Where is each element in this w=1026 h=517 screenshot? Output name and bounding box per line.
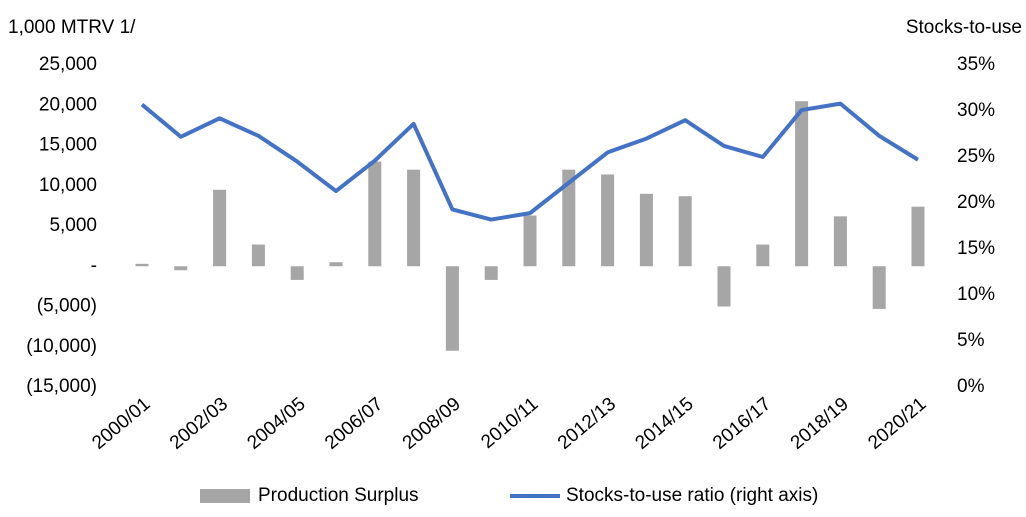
x-tick-label: 2002/03 <box>166 394 232 454</box>
bar <box>833 216 847 267</box>
y2-tick-label: 20% <box>957 192 995 213</box>
bar <box>251 244 265 267</box>
bar <box>523 215 537 267</box>
x-tick-label: 2014/15 <box>632 394 698 454</box>
bar <box>756 244 770 267</box>
y-tick-label: 25,000 <box>39 54 97 75</box>
x-tick-label: 2006/07 <box>321 394 387 454</box>
legend-swatch <box>200 489 250 503</box>
legend-label: Stocks-to-use ratio (right axis) <box>566 485 818 506</box>
y2-tick-label: 10% <box>957 284 995 305</box>
x-tick-label: 2008/09 <box>399 394 465 454</box>
y-tick-label: - <box>91 255 97 276</box>
bar <box>678 196 692 267</box>
x-tick-label: 2010/11 <box>477 394 542 453</box>
bar <box>601 174 615 267</box>
bar <box>445 266 459 351</box>
x-tick-label: 2004/05 <box>244 394 310 454</box>
bar <box>174 266 188 271</box>
bar <box>290 266 304 280</box>
y-tick-label: (10,000) <box>26 336 97 357</box>
x-tick-label: 2018/19 <box>787 394 853 454</box>
bar <box>213 189 227 267</box>
x-tick-label: 2016/17 <box>709 394 775 454</box>
bar <box>717 266 731 307</box>
y2-tick-label: 35% <box>957 54 995 75</box>
bar <box>911 206 925 267</box>
x-tick-label: 2000/01 <box>88 394 154 454</box>
y2-tick-label: 15% <box>957 238 995 259</box>
y2-tick-label: 30% <box>957 100 995 121</box>
bar <box>484 266 498 280</box>
bar <box>329 262 343 267</box>
y2-tick-label: 5% <box>957 330 985 351</box>
y-tick-label: 20,000 <box>39 94 97 115</box>
y-tick-label: (5,000) <box>37 296 97 317</box>
y-tick-label: (15,000) <box>26 376 97 397</box>
bar <box>562 169 576 267</box>
x-tick-label: 2020/21 <box>864 394 930 454</box>
y2-axis-title: Stocks-to-use <box>906 17 1022 38</box>
line <box>140 101 920 222</box>
y2-tick-label: 0% <box>957 376 985 397</box>
x-tick-label: 2012/13 <box>554 394 620 454</box>
bar <box>639 193 653 267</box>
bar <box>368 161 382 267</box>
legend-label: Production Surplus <box>258 485 419 506</box>
y-axis-title: 1,000 MTRV 1/ <box>8 17 136 38</box>
y-tick-label: 10,000 <box>39 175 97 196</box>
bar <box>872 266 886 309</box>
bar <box>795 101 809 267</box>
bar <box>135 263 149 267</box>
y-tick-label: 15,000 <box>39 135 97 156</box>
y2-tick-label: 25% <box>957 146 995 167</box>
y-tick-label: 5,000 <box>49 215 97 236</box>
bar <box>407 169 421 267</box>
